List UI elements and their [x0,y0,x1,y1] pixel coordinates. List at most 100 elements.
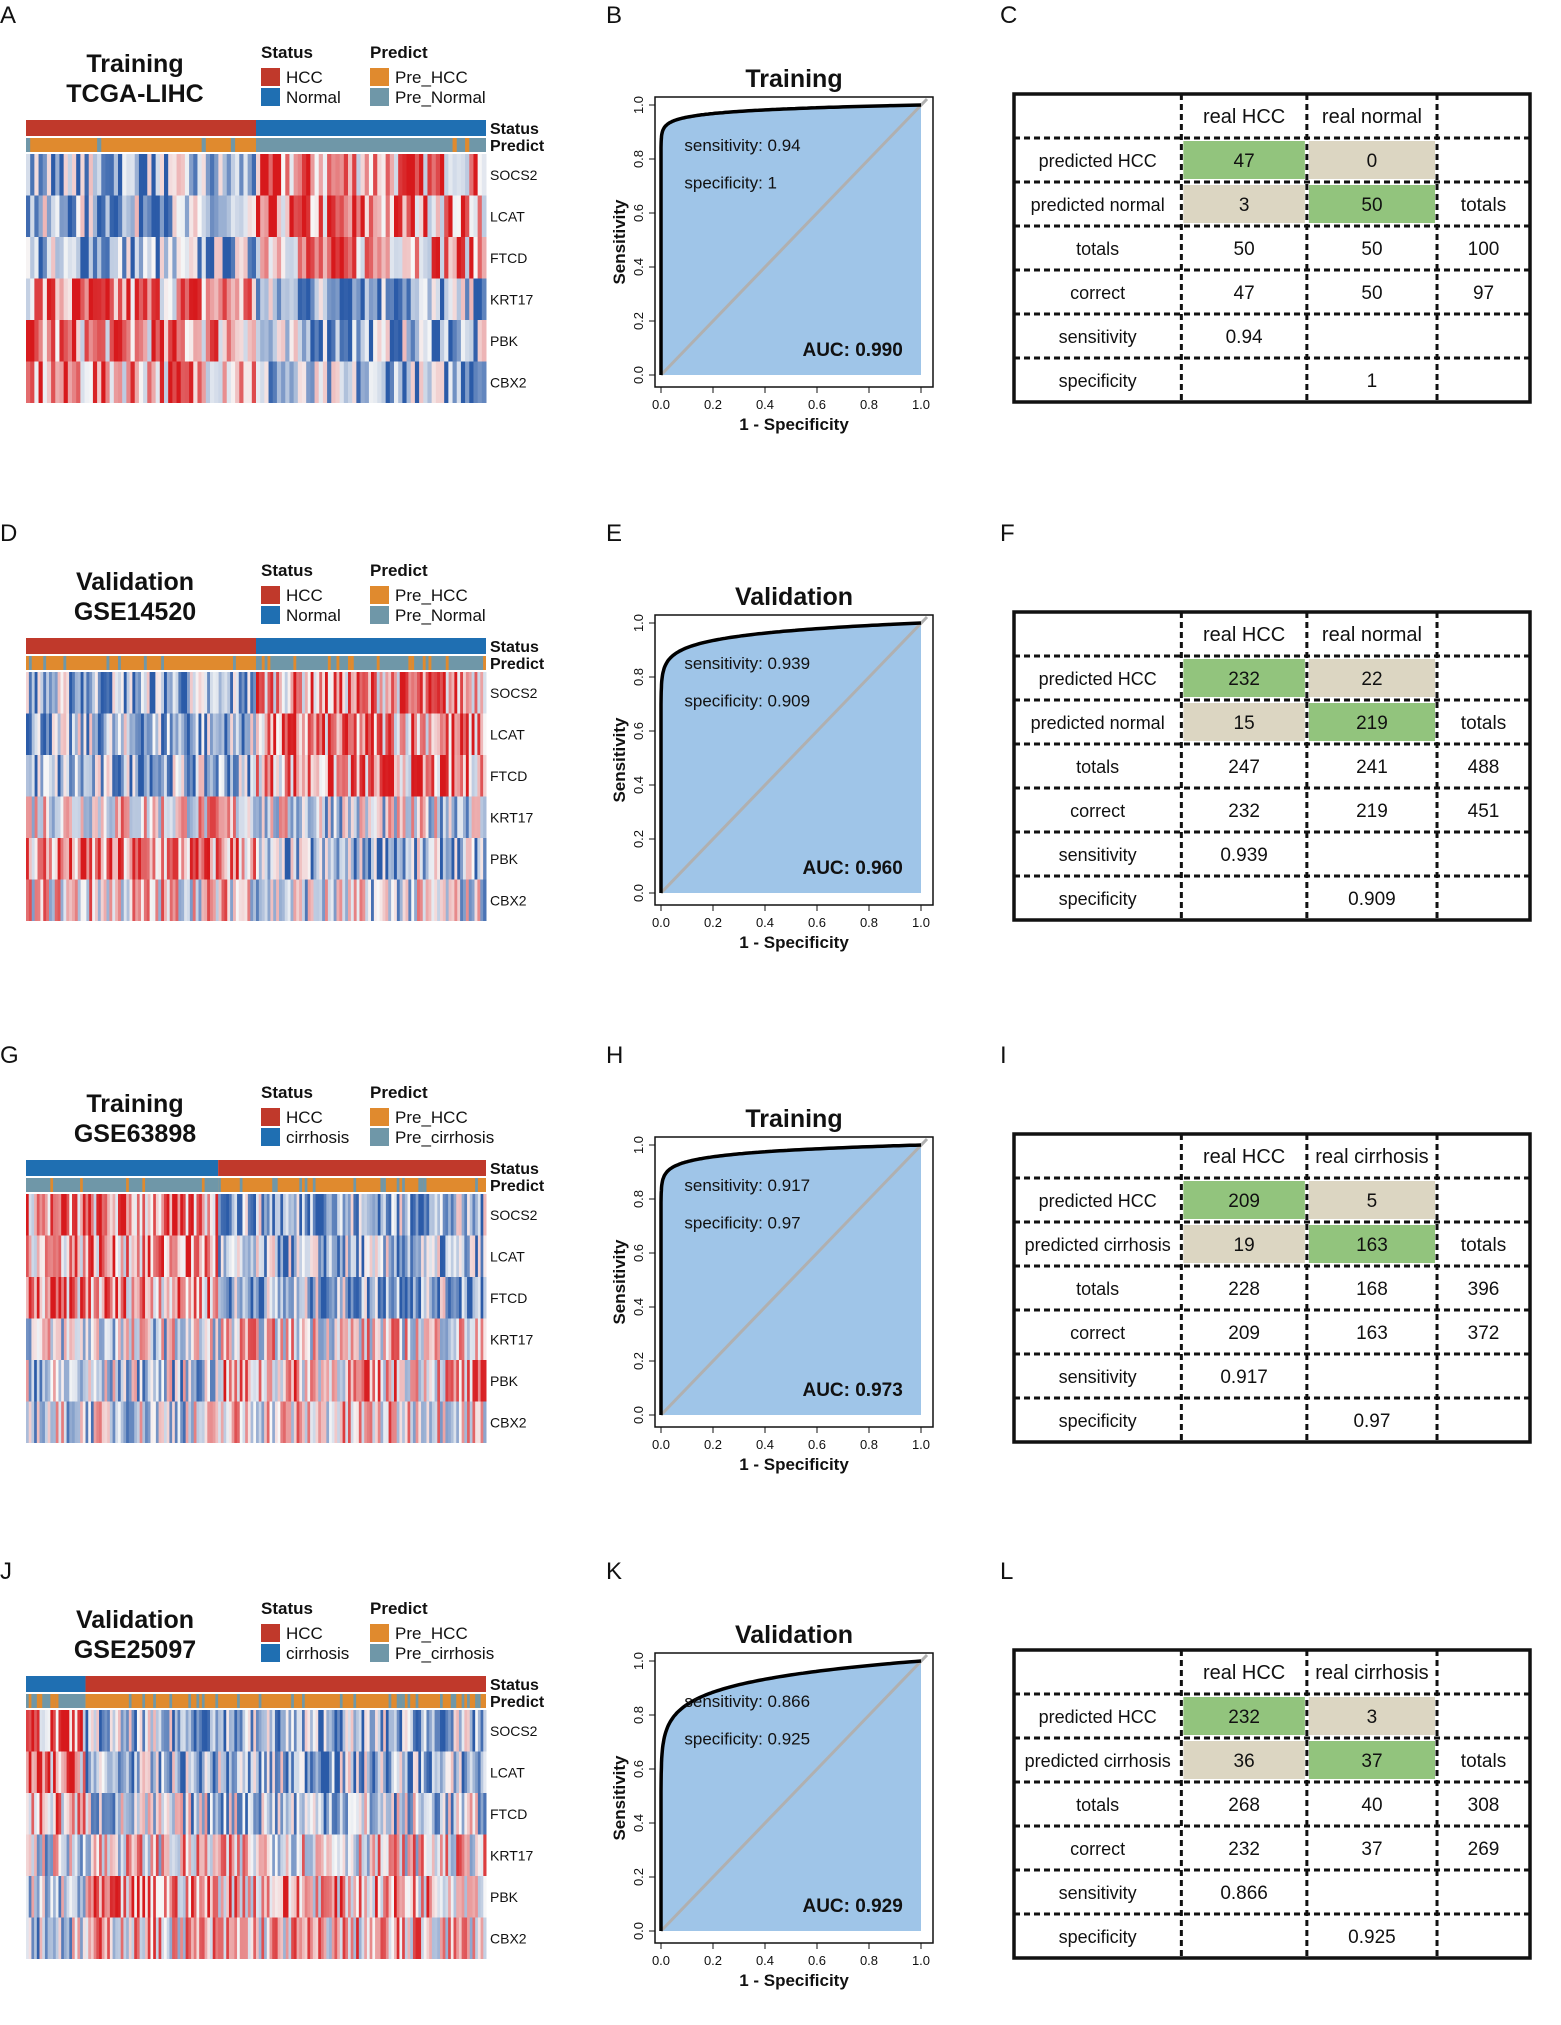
predict-mismatch [239,1178,243,1192]
gene-label: PBK [490,851,519,867]
x-tick-label: 0.0 [652,915,670,930]
predict-bar [26,138,256,152]
gene-label: LCAT [490,1764,525,1780]
y-tick-label: 1.0 [631,1652,646,1670]
panel-letter: F [1000,520,1015,547]
gene-label: KRT17 [490,291,534,307]
predict-mismatch [461,1694,465,1708]
row-label: sensitivity [1059,1367,1137,1387]
predict-mismatch [218,1178,221,1192]
y-tick-label: 0.8 [631,1706,646,1724]
predict-legend-title: Predict [370,43,428,62]
table-cell: 488 [1468,757,1500,778]
table-cell: 219 [1356,801,1388,822]
gene-label: LCAT [490,726,525,742]
predict-mismatch [196,1694,200,1708]
panel-letter: L [1000,1558,1014,1585]
panel-letter: E [606,520,623,547]
x-tick-label: 0.0 [652,397,670,412]
predict-mismatch [327,656,331,670]
predict-mismatch [53,1694,56,1708]
table-cell: 0.97 [1353,1411,1390,1432]
legend-swatch [370,606,389,624]
roc-chart: Training sensitivity: 0.94 specificity: 1 A… [610,65,934,434]
predict-mismatch [128,1694,132,1708]
predict-mismatch [55,1694,59,1708]
table-border [1012,610,1532,922]
panel-letter: G [0,1042,19,1069]
auc-label: AUC: 0.990 [802,340,902,361]
panel-letter: I [1000,1042,1007,1069]
table-cell: 97 [1473,283,1494,304]
y-tick-label: 0.4 [631,776,646,794]
heatmap-title: Training [86,50,183,78]
roc-chart: Validation sensitivity: 0.866 specificity:… [610,1621,934,1990]
predict-mismatch [106,656,110,670]
status-bar [256,638,486,654]
table-cell: 232 [1228,1707,1260,1728]
predict-legend-title: Predict [370,1599,428,1618]
x-tick-label: 0.2 [704,1437,722,1452]
predict-mismatch [408,656,412,670]
x-tick-label: 0.6 [808,1953,826,1968]
predict-legend-title: Predict [370,561,428,580]
confusion-cell-fill [1308,703,1436,741]
predict-bar-label: Predict [490,138,545,155]
row-label: sensitivity [1059,327,1137,347]
gene-label: CBX2 [490,1930,527,1946]
predict-mismatch [450,1694,454,1708]
x-tick-label: 0.6 [808,397,826,412]
table-cell: 50 [1234,239,1255,260]
row-label: predicted HCC [1039,669,1157,689]
predict-mismatch [418,1178,422,1192]
predict-mismatch [126,1178,129,1192]
panel-letter: C [1000,2,1018,29]
predict-mismatch [258,1694,262,1708]
predict-mismatch [353,1694,357,1708]
table-cell: 232 [1228,669,1260,690]
confusion-cell-fill [1183,1697,1305,1735]
y-tick-label: 0.2 [631,1868,646,1886]
predict-mismatch [440,1694,443,1708]
predict-bar [256,138,486,152]
table-cell: 36 [1234,1751,1255,1772]
predict-bar [26,1178,219,1192]
y-tick-label: 0.8 [631,668,646,686]
predict-mismatch [36,1694,40,1708]
predict-mismatch [50,1694,54,1708]
predict-mismatch [267,656,271,670]
panel-letter: D [0,520,18,547]
legend-swatch [370,586,389,604]
heatmap-cells [26,154,487,403]
predict-mismatch [26,138,31,152]
y-tick-label: 0.8 [631,150,646,168]
gene-label: FTCD [490,768,527,784]
gene-label: CBX2 [490,892,527,908]
table-cell: 3 [1239,195,1250,216]
status-legend-title: Status [261,561,313,580]
row-label: specificity [1059,1927,1137,1947]
predict-mismatch [201,1694,205,1708]
specificity-annotation: specificity: 1 [684,174,777,193]
column-header: real cirrhosis [1315,1662,1428,1684]
predict-legend-item: Pre_HCC [395,68,468,87]
status-legend-item: Normal [286,606,341,625]
x-tick-label: 0.4 [756,1437,774,1452]
legend-swatch [370,1624,389,1642]
table-cell: totals [1461,1235,1506,1256]
table-cell: 37 [1361,1839,1382,1860]
predict-mismatch [142,1694,146,1708]
status-legend-item: HCC [286,586,323,605]
predict-legend-item: Pre_HCC [395,586,468,605]
legend-swatch [261,88,280,106]
x-tick-label: 0.0 [652,1953,670,1968]
x-tick-label: 0.6 [808,915,826,930]
table-cell: 241 [1356,757,1388,778]
confusion-table: real HCC real cirrhosis predicted HCC 209 5 p… [1012,1132,1532,1444]
gene-label: LCAT [490,1248,525,1264]
y-tick-label: 1.0 [631,614,646,632]
predict-legend-item: Pre_HCC [395,1108,468,1127]
x-tick-label: 1.0 [912,1953,930,1968]
legend-swatch [370,1644,389,1662]
